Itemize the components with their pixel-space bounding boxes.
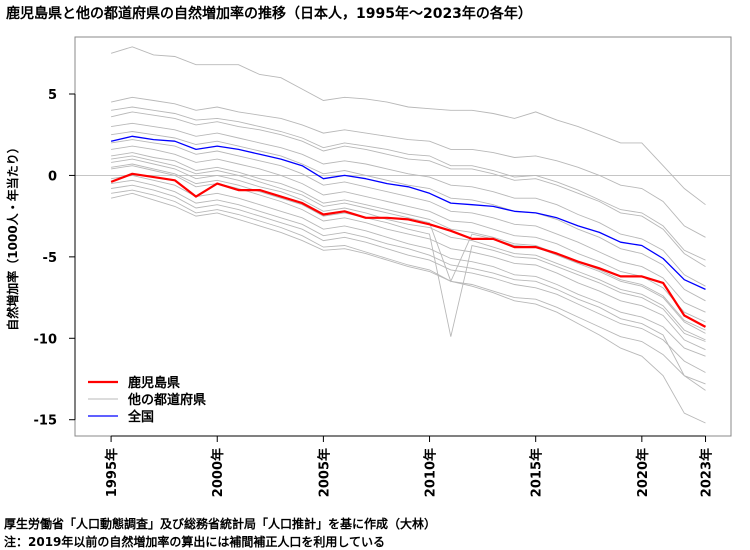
series-line-prefecture-12 xyxy=(110,192,706,385)
series-line-prefecture-2 xyxy=(110,111,706,267)
x-tick-label: 1995年 xyxy=(104,448,120,497)
x-tick-label: 2000年 xyxy=(210,448,226,497)
series-line-prefecture-11 xyxy=(111,184,706,373)
y-tick-label: -5 xyxy=(43,251,57,266)
series-line-prefecture-10 xyxy=(111,174,706,357)
source-note: 厚生労働省「人口動態調査」及び総務省統計局「人口推計」を基に作成（大林） xyxy=(4,517,437,531)
series-line-national xyxy=(110,135,706,290)
legend-label: 他の都道府県 xyxy=(127,392,206,408)
x-tick-label: 2023年 xyxy=(699,448,715,497)
series-line-prefecture-6 xyxy=(111,145,706,323)
y-tick-label: 5 xyxy=(48,88,57,103)
series-line-prefecture-9 xyxy=(111,165,706,351)
legend-label: 鹿児島県 xyxy=(128,375,180,391)
series-line-prefecture-8 xyxy=(111,158,706,341)
series-line-prefecture-5 xyxy=(111,139,706,313)
series-line-prefecture-15 xyxy=(111,106,706,261)
x-tick-label: 2005年 xyxy=(316,448,332,497)
x-tick-label: 2010年 xyxy=(423,448,439,497)
footnote: 注：2019年以前の自然増加率の算出には補間補正人口を利用している xyxy=(4,535,386,549)
series-line-other-prefecture xyxy=(110,46,706,206)
y-tick-label: 0 xyxy=(48,169,57,184)
series-line-prefecture-17 xyxy=(111,189,706,424)
y-axis: 5 0 -5 -10 -15 xyxy=(34,88,76,429)
series-line-kagoshima xyxy=(110,172,707,328)
series-line-prefecture-14 xyxy=(111,163,706,342)
series-line-prefecture-3 xyxy=(111,122,706,287)
series-line-prefecture-7 xyxy=(111,152,706,331)
x-tick-label: 2020年 xyxy=(635,448,651,497)
legend-label: 全国 xyxy=(127,409,154,425)
main-series-group xyxy=(110,135,707,328)
y-tick-label: -15 xyxy=(34,414,58,429)
chart-title: 鹿児島県と他の都道府県の自然増加率の推移（日本人，1995年～2023年の各年） xyxy=(6,6,532,22)
x-axis: 1995年 2000年 2005年 2010年 2015年 2020年 2023年 xyxy=(104,435,715,497)
series-line-prefecture-4 xyxy=(111,131,706,302)
series-line-prefecture-16 xyxy=(111,179,706,391)
background-series-group xyxy=(110,46,706,424)
series-line-prefecture-1 xyxy=(111,96,706,238)
y-axis-label: 自然増加率（1000人・年当たり） xyxy=(5,141,20,330)
series-line-prefecture-13 xyxy=(111,155,706,334)
y-tick-label: -10 xyxy=(34,332,58,347)
x-tick-label: 2015年 xyxy=(529,448,545,497)
